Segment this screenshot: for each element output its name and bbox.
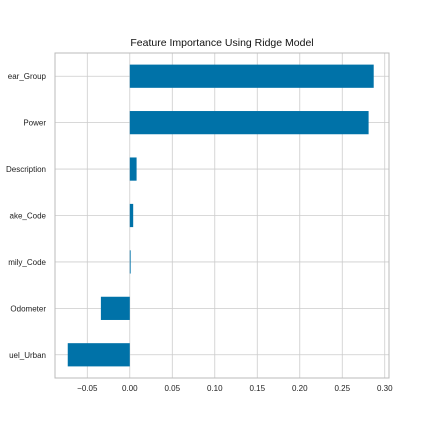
plot-area-frame (54, 52, 390, 379)
x-tick-label: 0.25 (334, 384, 350, 393)
bar (129, 111, 369, 135)
bar (67, 343, 130, 367)
y-category-label: Power (23, 119, 46, 128)
y-category-label: Odometer (10, 304, 46, 313)
y-category-label: Description (6, 165, 46, 174)
x-tick-label: −0.05 (77, 384, 98, 393)
grid-lines (55, 53, 389, 378)
bars (67, 64, 374, 367)
x-tick-label: 0.05 (164, 384, 180, 393)
bar (100, 296, 130, 320)
x-axis-tick-labels: −0.05 0.00 0.05 0.10 0.15 0.20 0.25 0.30 (77, 384, 393, 393)
y-category-label: ake_Code (10, 212, 47, 221)
y-category-label: uel_Urban (9, 351, 46, 360)
bar (129, 157, 137, 181)
x-tick-label: 0.30 (377, 384, 393, 393)
x-tick-label: 0.15 (249, 384, 265, 393)
x-tick-label: 0.00 (122, 384, 138, 393)
bar (129, 64, 374, 88)
chart-title: Feature Importance Using Ridge Model (130, 37, 313, 49)
y-category-label: mily_Code (8, 258, 46, 267)
x-tick-label: 0.10 (207, 384, 223, 393)
y-category-label: ear_Group (8, 72, 47, 81)
bar (129, 250, 131, 274)
x-tick-label: 0.20 (292, 384, 308, 393)
y-axis-category-labels: ear_Group Power Description ake_Code mily_Co… (6, 72, 47, 360)
bar (129, 203, 134, 228)
